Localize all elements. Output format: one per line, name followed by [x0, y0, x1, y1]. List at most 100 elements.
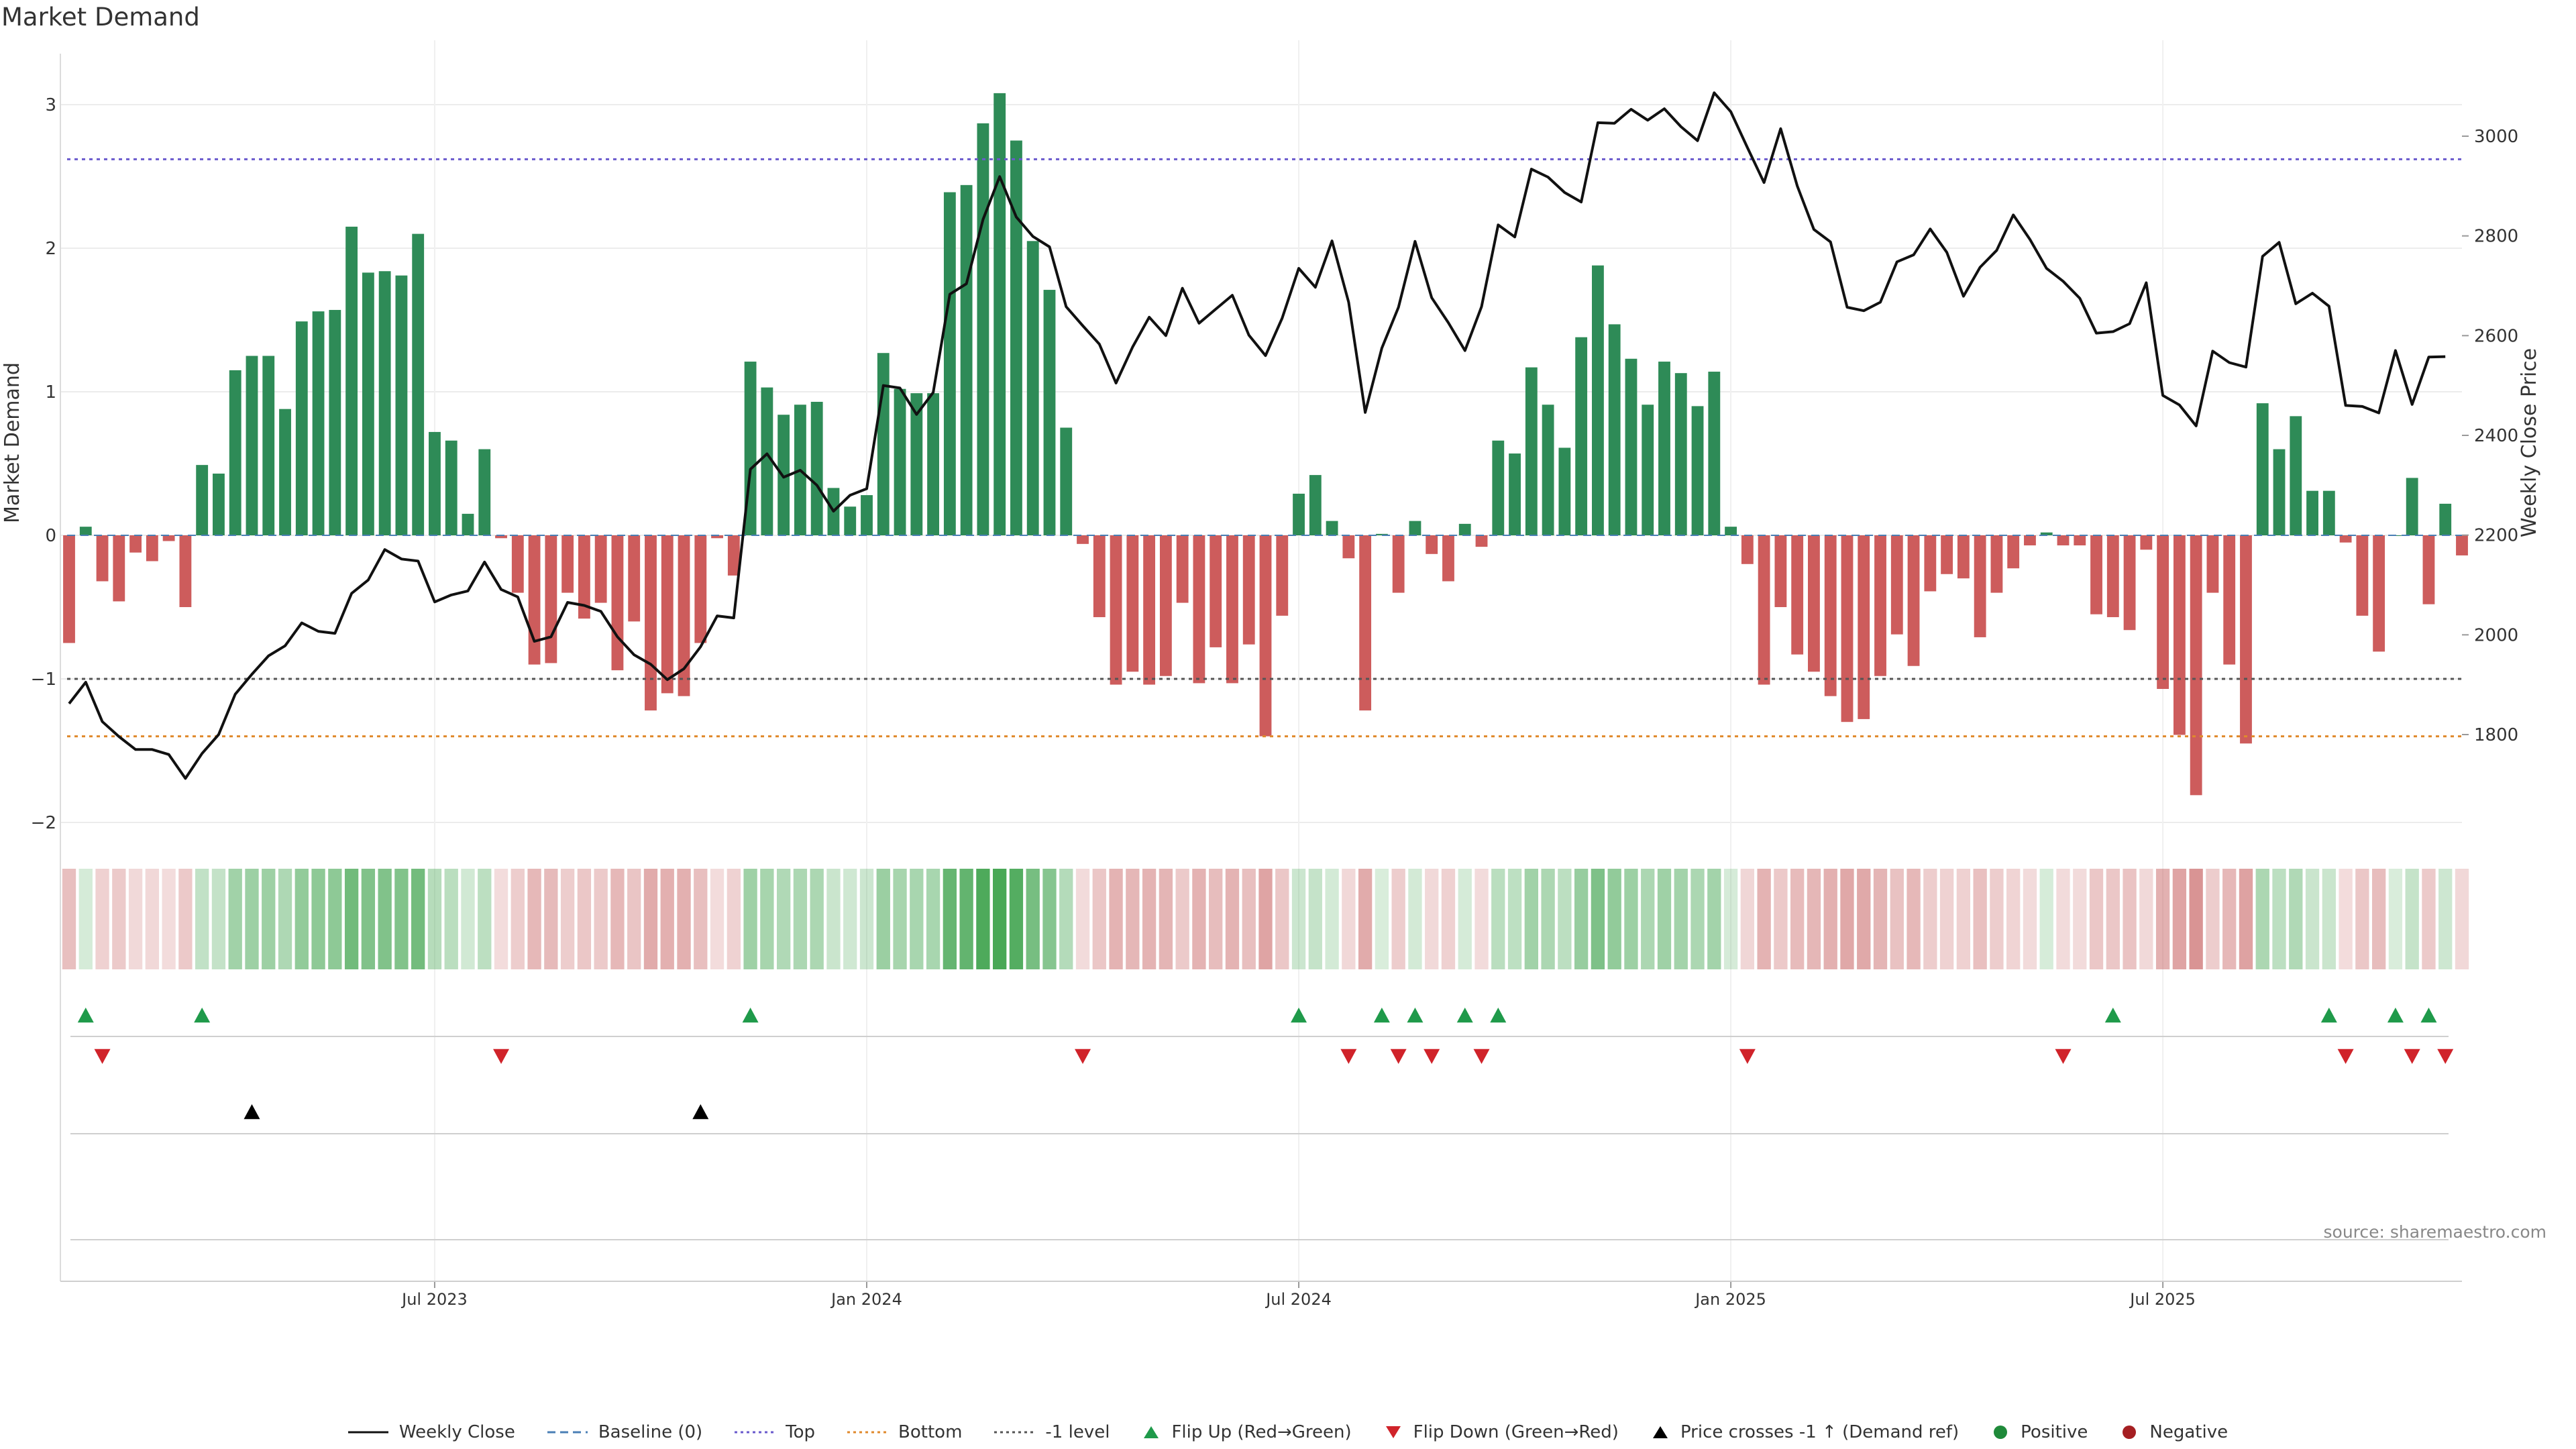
demand-bar [2373, 535, 2385, 652]
heat-cell [361, 869, 376, 969]
demand-bar [611, 535, 624, 671]
demand-bar [478, 449, 491, 535]
heat-cell [826, 869, 841, 969]
flip-down-marker [493, 1049, 510, 1064]
heat-cell [1126, 869, 1140, 969]
demand-bar [2190, 535, 2202, 796]
event-panels [70, 1008, 2454, 1240]
heat-cell [128, 869, 143, 969]
heat-cell [78, 869, 93, 969]
heat-cell [993, 869, 1007, 969]
heat-cell [178, 869, 193, 969]
heat-cell [294, 869, 309, 969]
heat-cell [1757, 869, 1771, 969]
price-cross-marker [692, 1104, 709, 1120]
flip-down-marker [1424, 1049, 1440, 1064]
legend-item: -1 level [994, 1422, 1110, 1442]
demand-bar [1808, 535, 1820, 672]
heat-cell [2139, 869, 2153, 969]
demand-bar [1708, 372, 1721, 535]
heat-cell [1358, 869, 1373, 969]
flip-down-marker [1390, 1049, 1407, 1064]
heat-cell [2255, 869, 2269, 969]
demand-bar [1575, 337, 1588, 535]
demand-bar [429, 431, 441, 535]
heat-cell [2189, 869, 2203, 969]
dotted-line-grey-icon [994, 1431, 1035, 1434]
demand-bar [877, 353, 890, 535]
demand-bar [694, 535, 707, 643]
heat-cell [1790, 869, 1805, 969]
heat-cell [1026, 869, 1040, 969]
demand-bar [810, 401, 823, 535]
demand-bar [1874, 535, 1886, 676]
demand-bar [1525, 367, 1538, 535]
heat-cell [1458, 869, 1472, 969]
heat-cell [344, 869, 359, 969]
demand-bar [113, 535, 125, 602]
heat-cell [527, 869, 541, 969]
demand-bar [1259, 535, 1272, 737]
demand-bar [312, 311, 325, 535]
demand-bar [1110, 535, 1122, 685]
circle-red-icon [2123, 1426, 2137, 1439]
demand-bar [262, 356, 275, 535]
legend-item: Baseline (0) [547, 1422, 702, 1442]
flip-down-marker [1075, 1049, 1091, 1064]
demand-bar [1060, 427, 1073, 535]
heat-cell [1707, 869, 1721, 969]
heat-cell [394, 869, 409, 969]
demand-bar [994, 93, 1006, 535]
flip-up-marker [2420, 1008, 2437, 1023]
demand-bar [2406, 478, 2418, 535]
heat-cell [1109, 869, 1123, 969]
flip-down-marker [94, 1049, 111, 1064]
demand-bar [1608, 324, 1621, 535]
demand-bar [96, 535, 109, 582]
heat-cell [1408, 869, 1422, 969]
flip-down-marker [2437, 1049, 2454, 1064]
y-tick-label: −2 [31, 813, 56, 833]
heat-cell [1807, 869, 1821, 969]
heat-cell [411, 869, 425, 969]
demand-bar [1558, 447, 1571, 535]
demand-bar [594, 535, 607, 603]
demand-bar [1276, 535, 1289, 616]
heat-cell [2106, 869, 2120, 969]
demand-bar [1924, 535, 1937, 592]
heat-cell [494, 869, 508, 969]
heat-cell [859, 869, 874, 969]
demand-bar [1010, 140, 1022, 535]
heat-cell [1441, 869, 1456, 969]
heat-cell [1308, 869, 1322, 969]
triangle-down-red-icon [1385, 1426, 1401, 1438]
flip-down-marker [1739, 1049, 1756, 1064]
heat-cell [444, 869, 458, 969]
flip-down-marker [1340, 1049, 1357, 1064]
heat-cell [1690, 869, 1705, 969]
demand-bar [412, 233, 425, 535]
demand-bar [146, 535, 158, 561]
y-tick-label: 0 [45, 526, 56, 546]
heat-cell [2222, 869, 2237, 969]
heat-cell [262, 869, 276, 969]
x-tick-label: Jul 2023 [400, 1290, 468, 1309]
heat-cell [1142, 869, 1157, 969]
heat-cell [710, 869, 724, 969]
heat-cell [112, 869, 126, 969]
demand-bar [1026, 241, 1039, 535]
demand-bar [229, 370, 241, 535]
demand-bar [179, 535, 192, 607]
heat-cell [1474, 869, 1489, 969]
legend-item: Flip Up (Red→Green) [1142, 1422, 1352, 1442]
heat-cell [1973, 869, 1987, 969]
x-tick-label: Jul 2025 [2129, 1290, 2196, 1309]
heat-cell [2371, 869, 2386, 969]
heat-cell [677, 869, 691, 969]
legend-label: Top [786, 1422, 816, 1442]
heat-cell [95, 869, 109, 969]
demand-bar [1342, 535, 1355, 559]
demand-bar [2339, 535, 2352, 543]
demand-bar [1077, 535, 1089, 544]
demand-bar [345, 226, 358, 535]
